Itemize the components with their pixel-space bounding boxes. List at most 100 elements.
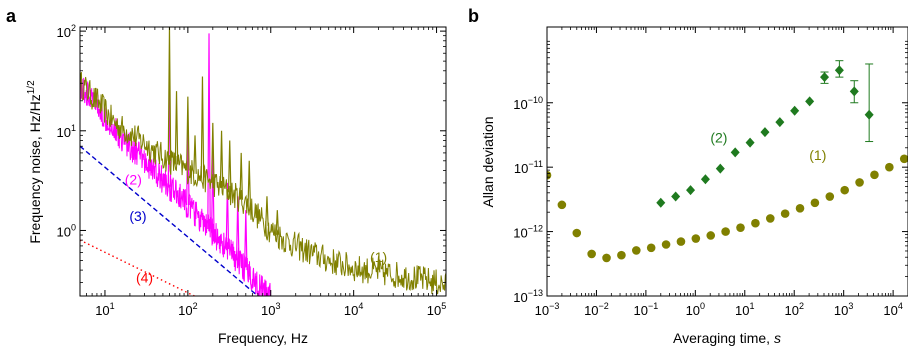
tick-base: 10 xyxy=(686,303,700,318)
tick-base: 10 xyxy=(834,303,848,318)
panel-a-x-tick-label: 101 xyxy=(95,301,114,318)
tick-exponent: 0 xyxy=(700,301,705,311)
tick-exponent: −1 xyxy=(648,301,658,311)
series-1-point xyxy=(646,243,656,253)
series-2-point xyxy=(745,137,755,148)
panel-b-letter: b xyxy=(468,6,479,26)
tick-exponent: 2 xyxy=(799,301,804,311)
series-2-point xyxy=(715,163,725,174)
series-2-spur-peak xyxy=(243,210,248,271)
series-1-point xyxy=(765,214,775,223)
series-2-point xyxy=(864,109,874,120)
panel-a-y-axis-label: Frequency noise, Hz/Hz1/2 xyxy=(26,80,43,244)
series-4-line xyxy=(80,239,195,296)
series-2-point xyxy=(849,86,859,97)
panel-b-plot: (1) (2) xyxy=(547,60,908,263)
series-1-spur-peak xyxy=(265,196,269,227)
tick-base: 10 xyxy=(344,303,358,318)
series-2-point xyxy=(671,191,681,202)
tick-base: 10 xyxy=(784,303,798,318)
tick-base: 10 xyxy=(513,290,527,305)
panel-b-x-tick-label: 10−2 xyxy=(584,301,609,318)
series-1-point xyxy=(602,253,611,263)
series-2-point xyxy=(820,72,830,83)
panel-b-y-tick-label: 10−13 xyxy=(513,288,543,305)
panel-a-x-axis-label: Frequency, Hz xyxy=(218,330,308,346)
panel-b-frame xyxy=(546,26,908,297)
series-1-spur-peak xyxy=(167,27,172,161)
tick-base: 10 xyxy=(883,303,897,318)
series-2-point xyxy=(790,105,800,116)
panel-b-x-tick-label: 10−3 xyxy=(535,301,560,318)
panel-b-x-tick-label: 104 xyxy=(883,301,902,318)
panel-b-x-tick-label: 103 xyxy=(834,301,853,318)
series-1-point xyxy=(855,178,864,187)
tick-exponent: −10 xyxy=(528,95,543,105)
panel-b-x-tick-label: 102 xyxy=(784,301,803,318)
panel-b-y-tick-label: 10−12 xyxy=(513,224,543,241)
panel-a: a (1)(2)(3)(4) 101 102 103 104 105100101102 … xyxy=(6,6,447,346)
series-1-point xyxy=(780,209,790,218)
tick-base: 10 xyxy=(513,226,527,241)
panel-b-y-tick-label: 10−10 xyxy=(513,95,543,112)
tick-exponent: −11 xyxy=(528,159,543,169)
series-2-spur-peak xyxy=(225,182,230,250)
tick-exponent: 4 xyxy=(898,301,903,311)
tick-exponent: −12 xyxy=(528,224,543,234)
panel-b: b (1)(2) 10−3 10−2 10−1 100 101 102 103 10410−1… xyxy=(468,6,908,346)
series-2-point xyxy=(730,147,740,158)
series-1-point xyxy=(617,250,626,260)
series-1-point xyxy=(795,203,805,213)
series-1-trace xyxy=(80,71,446,295)
series-1-label: (1) xyxy=(370,249,387,265)
panel-b-x-tick-label: 100 xyxy=(686,301,705,318)
series-1-spur-peak xyxy=(376,256,381,273)
panel-a-x-tick-label: 102 xyxy=(178,301,197,318)
panel-a-y-tick-label: 101 xyxy=(57,123,76,140)
tick-exponent: −3 xyxy=(549,301,559,311)
series-1-point xyxy=(676,237,686,246)
series-1-spur-peak xyxy=(211,122,215,183)
series-1-point xyxy=(587,249,596,259)
tick-base: 10 xyxy=(584,303,598,318)
tick-exponent: 1 xyxy=(71,123,76,133)
tick-base: 10 xyxy=(735,303,749,318)
tick-exponent: 2 xyxy=(193,301,198,311)
tick-exponent: 1 xyxy=(750,301,755,311)
tick-base: 10 xyxy=(57,224,71,239)
series-1-point xyxy=(691,234,701,243)
series-1-spur-peak xyxy=(227,140,232,193)
series-2-point xyxy=(760,127,770,138)
tick-exponent: 3 xyxy=(848,301,853,311)
series-4-label: (4) xyxy=(136,270,153,286)
tick-exponent: −13 xyxy=(528,288,543,298)
series-1-point xyxy=(825,192,835,201)
tick-base: 10 xyxy=(261,303,275,318)
series-2-spur-peak xyxy=(207,33,211,229)
series-2-label: (2) xyxy=(710,130,727,146)
series-1-spur-peak xyxy=(174,91,179,165)
tick-exponent: 4 xyxy=(358,301,363,311)
tick-base: 10 xyxy=(57,25,71,40)
panel-b-series-area xyxy=(547,60,908,263)
tick-base: 10 xyxy=(535,303,549,318)
series-1-spur-peak xyxy=(239,152,243,200)
tick-base: 10 xyxy=(57,125,71,140)
panel-b-x-label-var: s xyxy=(774,330,781,346)
series-1-spur-peak xyxy=(186,96,190,171)
series-1-point xyxy=(557,200,567,210)
tick-base: 10 xyxy=(427,303,441,318)
panel-a-x-tick-label: 105 xyxy=(427,301,446,318)
tick-exponent: 1 xyxy=(110,301,115,311)
panel-a-x-tick-label: 104 xyxy=(344,301,363,318)
series-1-label: (1) xyxy=(809,147,826,163)
series-2-point xyxy=(700,174,710,185)
series-1-point xyxy=(751,218,760,228)
panel-b-x-tick-label: 10−1 xyxy=(634,301,659,318)
panel-b-y-tick-label: 10−11 xyxy=(514,159,543,176)
series-2-point xyxy=(805,96,815,107)
series-1-point xyxy=(840,185,849,195)
series-1-point xyxy=(736,223,745,232)
series-2-point xyxy=(686,185,696,196)
